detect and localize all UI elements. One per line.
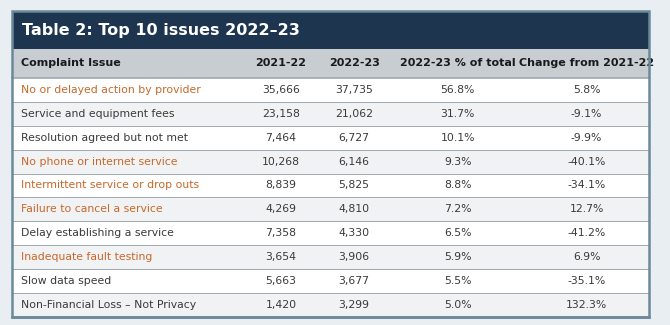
Text: 35,666: 35,666 — [262, 85, 300, 95]
Bar — [12, 11, 649, 49]
Bar — [12, 49, 649, 78]
Text: 3,677: 3,677 — [338, 276, 370, 286]
Text: Change from 2021-22: Change from 2021-22 — [519, 58, 654, 68]
Bar — [12, 78, 649, 102]
Text: Non-Financial Loss – Not Privacy: Non-Financial Loss – Not Privacy — [21, 300, 196, 310]
Text: 4,810: 4,810 — [338, 204, 370, 215]
Text: Table 2: Top 10 issues 2022–23: Table 2: Top 10 issues 2022–23 — [22, 22, 299, 38]
Text: No phone or internet service: No phone or internet service — [21, 157, 178, 167]
Text: 10,268: 10,268 — [262, 157, 300, 167]
Text: Slow data speed: Slow data speed — [21, 276, 111, 286]
Text: -34.1%: -34.1% — [567, 180, 606, 190]
Text: 23,158: 23,158 — [262, 109, 300, 119]
Text: 8.8%: 8.8% — [444, 180, 472, 190]
Bar — [12, 221, 649, 245]
Text: 9.3%: 9.3% — [444, 157, 472, 167]
Text: 3,299: 3,299 — [338, 300, 370, 310]
Text: 2022-23: 2022-23 — [329, 58, 380, 68]
Text: 6.5%: 6.5% — [444, 228, 472, 238]
Text: Failure to cancel a service: Failure to cancel a service — [21, 204, 163, 215]
Text: 5.9%: 5.9% — [444, 252, 472, 262]
Text: 5,825: 5,825 — [338, 180, 370, 190]
Text: 3,654: 3,654 — [265, 252, 296, 262]
Text: -41.2%: -41.2% — [567, 228, 606, 238]
Text: Resolution agreed but not met: Resolution agreed but not met — [21, 133, 188, 143]
Text: 5.8%: 5.8% — [573, 85, 600, 95]
Text: 8,839: 8,839 — [265, 180, 296, 190]
Text: 31.7%: 31.7% — [440, 109, 475, 119]
Bar — [12, 197, 649, 221]
Text: 7,358: 7,358 — [265, 228, 296, 238]
Text: 4,269: 4,269 — [265, 204, 296, 215]
Bar — [12, 150, 649, 174]
Text: 2022-23 % of total: 2022-23 % of total — [400, 58, 515, 68]
Text: 132.3%: 132.3% — [566, 300, 607, 310]
Text: Service and equipment fees: Service and equipment fees — [21, 109, 175, 119]
Bar — [12, 269, 649, 293]
Text: 5.5%: 5.5% — [444, 276, 472, 286]
Text: Inadequate fault testing: Inadequate fault testing — [21, 252, 153, 262]
Text: Delay establishing a service: Delay establishing a service — [21, 228, 174, 238]
Text: Intermittent service or drop outs: Intermittent service or drop outs — [21, 180, 199, 190]
Bar — [12, 102, 649, 126]
Text: -40.1%: -40.1% — [567, 157, 606, 167]
Text: 56.8%: 56.8% — [440, 85, 475, 95]
Text: Complaint Issue: Complaint Issue — [21, 58, 121, 68]
Text: 5.0%: 5.0% — [444, 300, 472, 310]
Text: 10.1%: 10.1% — [440, 133, 475, 143]
Text: 1,420: 1,420 — [265, 300, 297, 310]
Text: -9.1%: -9.1% — [571, 109, 602, 119]
Bar — [12, 174, 649, 197]
Text: 6,727: 6,727 — [338, 133, 370, 143]
Text: 6,146: 6,146 — [338, 157, 370, 167]
Text: 21,062: 21,062 — [335, 109, 373, 119]
Text: 12.7%: 12.7% — [570, 204, 604, 215]
Text: 6.9%: 6.9% — [573, 252, 600, 262]
Text: 4,330: 4,330 — [338, 228, 370, 238]
Text: 7,464: 7,464 — [265, 133, 296, 143]
Text: -35.1%: -35.1% — [567, 276, 606, 286]
Text: 2021-22: 2021-22 — [255, 58, 306, 68]
Text: 37,735: 37,735 — [335, 85, 373, 95]
Bar — [12, 293, 649, 317]
Bar — [12, 245, 649, 269]
Text: -9.9%: -9.9% — [571, 133, 602, 143]
Bar — [12, 126, 649, 150]
Text: 7.2%: 7.2% — [444, 204, 472, 215]
Text: No or delayed action by provider: No or delayed action by provider — [21, 85, 201, 95]
Text: 5,663: 5,663 — [265, 276, 296, 286]
Text: 3,906: 3,906 — [338, 252, 370, 262]
